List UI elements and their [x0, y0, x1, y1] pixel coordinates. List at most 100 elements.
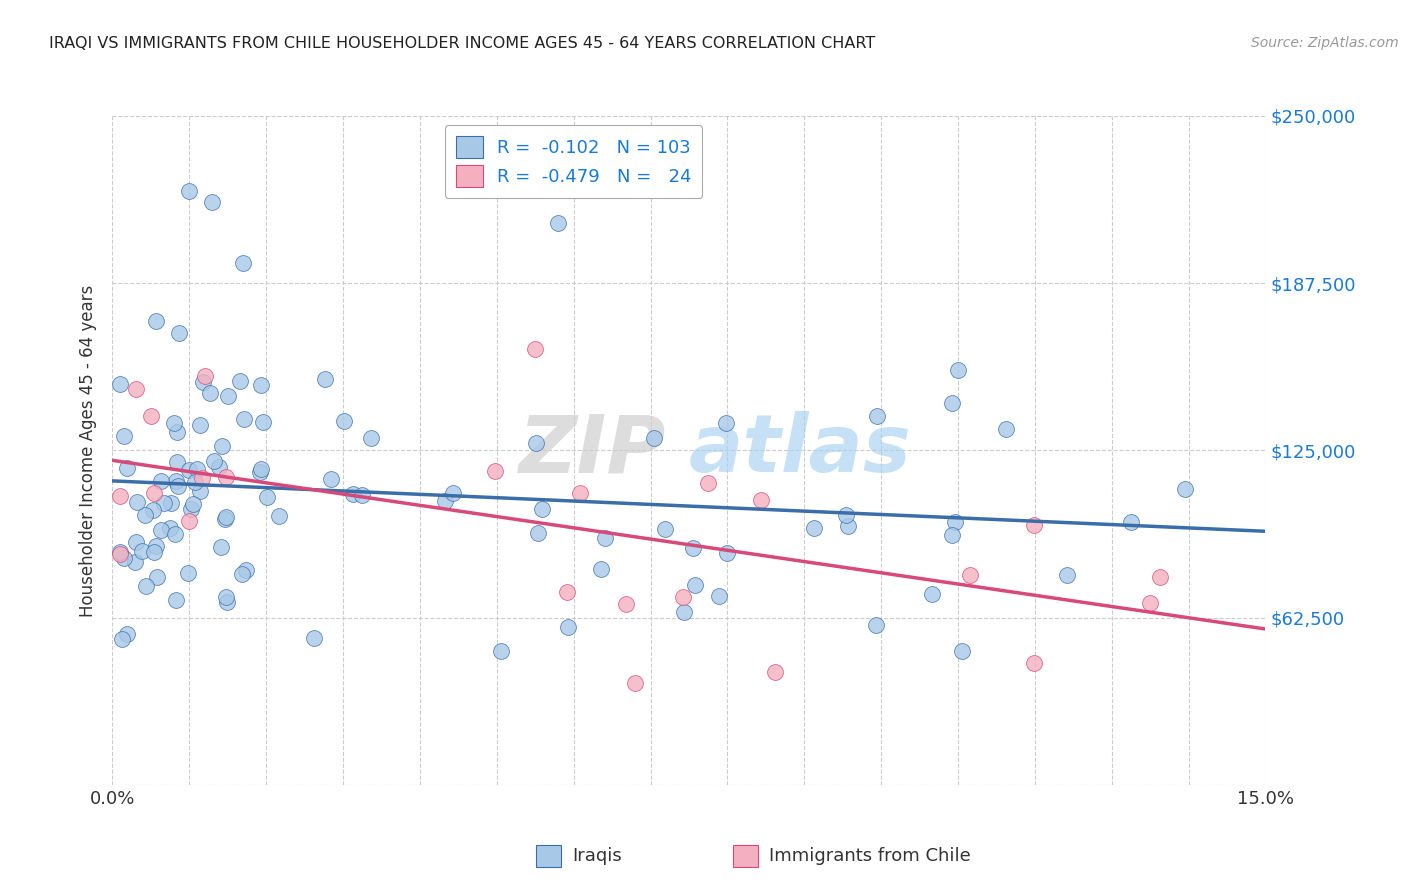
- Point: [697, 476, 720, 491]
- Point: [232, 256, 254, 270]
- Point: [145, 313, 167, 327]
- Point: [614, 597, 637, 611]
- Point: [249, 462, 271, 476]
- Point: [142, 503, 165, 517]
- Point: [143, 545, 166, 559]
- Point: [181, 497, 204, 511]
- Point: [117, 627, 139, 641]
- Point: [202, 454, 225, 468]
- Point: [672, 605, 695, 619]
- Point: [215, 590, 238, 604]
- Point: [186, 462, 208, 476]
- Point: [217, 594, 239, 608]
- Point: [166, 425, 188, 439]
- Point: [837, 519, 859, 533]
- Point: [557, 620, 579, 634]
- Point: [803, 521, 825, 535]
- Point: [194, 368, 217, 383]
- Point: [145, 539, 167, 553]
- Point: [531, 502, 554, 516]
- Point: [177, 463, 200, 477]
- Point: [749, 493, 772, 508]
- Point: [218, 389, 240, 403]
- Point: [941, 396, 963, 410]
- Point: [193, 375, 215, 389]
- Point: [165, 592, 187, 607]
- Point: [180, 502, 202, 516]
- Point: [108, 376, 131, 391]
- Text: atlas: atlas: [689, 411, 911, 490]
- Point: [995, 422, 1018, 436]
- Point: [707, 589, 730, 603]
- Point: [569, 485, 592, 500]
- Point: [108, 545, 131, 559]
- Point: [163, 526, 186, 541]
- Point: [127, 495, 149, 509]
- Point: [866, 409, 889, 423]
- Point: [179, 184, 201, 198]
- Point: [342, 487, 364, 501]
- Point: [352, 488, 374, 502]
- Point: [943, 515, 966, 529]
- Point: [112, 550, 135, 565]
- Point: [491, 644, 513, 658]
- Point: [250, 378, 273, 392]
- Point: [211, 438, 233, 452]
- Point: [124, 555, 146, 569]
- Point: [484, 464, 506, 478]
- Point: [159, 521, 181, 535]
- Point: [589, 562, 612, 576]
- Point: [163, 416, 186, 430]
- Point: [166, 455, 188, 469]
- Point: [1119, 515, 1142, 529]
- Point: [233, 411, 256, 425]
- Point: [209, 540, 232, 554]
- Point: [555, 584, 578, 599]
- Point: [165, 474, 187, 488]
- Point: [215, 470, 238, 484]
- Point: [135, 579, 157, 593]
- Legend: R =  -0.102   N = 103, R =  -0.479   N =   24: R = -0.102 N = 103, R = -0.479 N = 24: [444, 125, 703, 198]
- Text: ZIP: ZIP: [519, 411, 666, 490]
- Point: [1139, 596, 1161, 610]
- Point: [950, 644, 973, 658]
- Y-axis label: Householder Income Ages 45 - 64 years: Householder Income Ages 45 - 64 years: [79, 285, 97, 616]
- Point: [188, 417, 211, 432]
- Point: [524, 436, 547, 450]
- Text: IRAQI VS IMMIGRANTS FROM CHILE HOUSEHOLDER INCOME AGES 45 - 64 YEARS CORRELATION: IRAQI VS IMMIGRANTS FROM CHILE HOUSEHOLD…: [49, 36, 876, 51]
- Point: [946, 363, 969, 377]
- Point: [716, 546, 738, 560]
- Point: [524, 342, 547, 356]
- Point: [672, 590, 695, 604]
- Point: [167, 326, 190, 340]
- Point: [146, 570, 169, 584]
- Point: [252, 416, 274, 430]
- Point: [231, 566, 253, 581]
- Point: [235, 563, 257, 577]
- Point: [921, 587, 943, 601]
- Point: [434, 494, 457, 508]
- Point: [167, 479, 190, 493]
- Point: [214, 512, 236, 526]
- Point: [593, 531, 616, 545]
- Point: [108, 489, 131, 503]
- Point: [134, 508, 156, 522]
- Point: [112, 428, 135, 442]
- Point: [208, 460, 231, 475]
- Point: [714, 416, 737, 430]
- Point: [624, 676, 647, 690]
- Point: [1022, 656, 1045, 670]
- Point: [124, 382, 146, 396]
- Point: [200, 386, 222, 401]
- Point: [683, 578, 706, 592]
- Point: [184, 475, 207, 490]
- Point: [941, 527, 963, 541]
- Point: [865, 618, 887, 632]
- Point: [153, 496, 176, 510]
- Point: [131, 543, 153, 558]
- Point: [229, 374, 252, 388]
- Point: [115, 460, 138, 475]
- Point: [360, 431, 382, 445]
- Point: [149, 523, 172, 537]
- Point: [267, 509, 290, 524]
